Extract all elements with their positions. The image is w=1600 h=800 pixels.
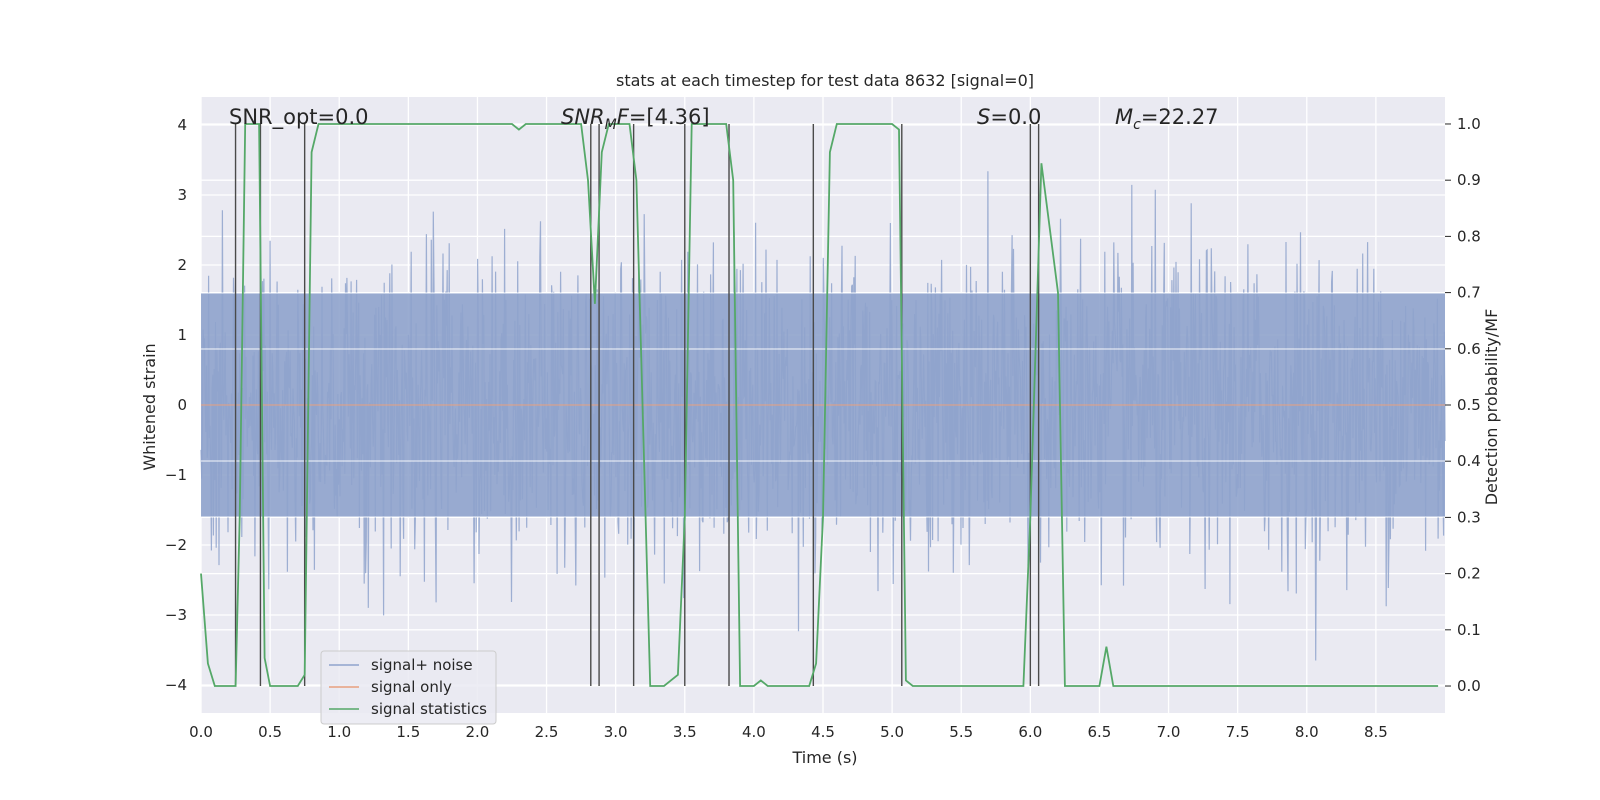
snr-mf-value: =[4.36]: [629, 105, 710, 129]
y2-tick-label: 0.4: [1457, 452, 1481, 470]
x-tick-label: 6.0: [1018, 723, 1042, 741]
x-tick-label: 0.0: [189, 723, 213, 741]
legend: signal+ noise signal only signal statist…: [320, 650, 497, 725]
y2-tick-label: 0.7: [1457, 284, 1481, 302]
y-tick-label: 4: [177, 116, 187, 134]
x-tick-label: 8.5: [1364, 723, 1388, 741]
mc-symbol: M: [1115, 105, 1133, 129]
x-tick-label: 8.0: [1295, 723, 1319, 741]
s-symbol: S: [977, 105, 990, 129]
x-tick-labels: 0.0 0.5 1.0 1.5 2.0 2.5 3.0 3.5 4.0 4.5 5.0 5.5 6.0 6…: [189, 723, 1388, 741]
x-tick-label: 2.0: [466, 723, 490, 741]
s-annotation: S=0.0: [977, 105, 1041, 129]
x-tick-label: 1.0: [327, 723, 351, 741]
y-axis-title: Whitened strain: [140, 343, 159, 470]
x-tick-label: 7.5: [1226, 723, 1250, 741]
y-tick-label: −3: [165, 606, 187, 624]
legend-label-signal-only: signal only: [371, 678, 452, 696]
x-tick-label: 0.5: [258, 723, 282, 741]
y2-tick-labels: 1.0 0.9 0.8 0.7 0.6 0.5 0.4 0.3 0.2 0.1 0.0: [1445, 115, 1481, 695]
legend-label-signal-noise: signal+ noise: [371, 656, 473, 674]
x-tick-label: 3.5: [673, 723, 697, 741]
chart-title: stats at each timestep for test data 863…: [616, 71, 1034, 90]
mc-annotation: Mc=22.27: [1115, 105, 1219, 133]
snr-mf-symbol: SNR: [561, 105, 605, 129]
x-tick-label: 5.5: [949, 723, 973, 741]
y-tick-label: −1: [165, 466, 187, 484]
snr-opt-annotation: SNR_opt=0.0: [229, 105, 369, 130]
x-axis-title: Time (s): [791, 748, 857, 767]
y2-tick-label: 0.2: [1457, 565, 1481, 583]
y-tick-label: 3: [177, 186, 187, 204]
y2-tick-label: 0.6: [1457, 340, 1481, 358]
series-signal-statistics: [200, 123, 1439, 687]
statistics-line: [200, 123, 1439, 687]
x-tick-label: 5.0: [880, 723, 904, 741]
y-tick-label: −2: [165, 536, 187, 554]
y2-tick-label: 0.3: [1457, 508, 1481, 526]
y-tick-label: 0: [177, 396, 187, 414]
y-tick-label: 2: [177, 256, 187, 274]
y2-tick-label: 1.0: [1457, 115, 1481, 133]
x-tick-label: 7.0: [1157, 723, 1181, 741]
x-tick-label: 4.0: [742, 723, 766, 741]
y2-tick-label: 0.1: [1457, 621, 1481, 639]
mc-value: =22.27: [1141, 105, 1219, 129]
y-tick-label: −4: [165, 676, 187, 694]
snr-mf-tail: F: [617, 105, 630, 129]
x-tick-label: 4.5: [811, 723, 835, 741]
x-tick-label: 3.0: [604, 723, 628, 741]
legend-label-signal-statistics: signal statistics: [371, 700, 487, 718]
x-tick-label: 2.5: [535, 723, 559, 741]
y2-tick-label: 0.0: [1457, 677, 1481, 695]
s-value: =0.0: [990, 105, 1041, 129]
x-tick-label: 1.5: [396, 723, 420, 741]
y2-tick-label: 0.8: [1457, 227, 1481, 245]
y2-tick-label: 0.9: [1457, 171, 1481, 189]
x-tick-label: 6.5: [1088, 723, 1112, 741]
snr-mf-subscript: M: [605, 117, 617, 133]
y2-tick-label: 0.5: [1457, 396, 1481, 414]
mc-subscript: c: [1133, 117, 1141, 133]
y-tick-labels: 4 3 2 1 0 −1 −2 −3 −4: [165, 116, 187, 694]
legend-box: [320, 650, 497, 725]
y-tick-label: 1: [177, 326, 187, 344]
y2-axis-title: Detection probability/MF: [1482, 309, 1501, 506]
snr-mf-annotation: SNRMF=[4.36]: [561, 105, 710, 133]
